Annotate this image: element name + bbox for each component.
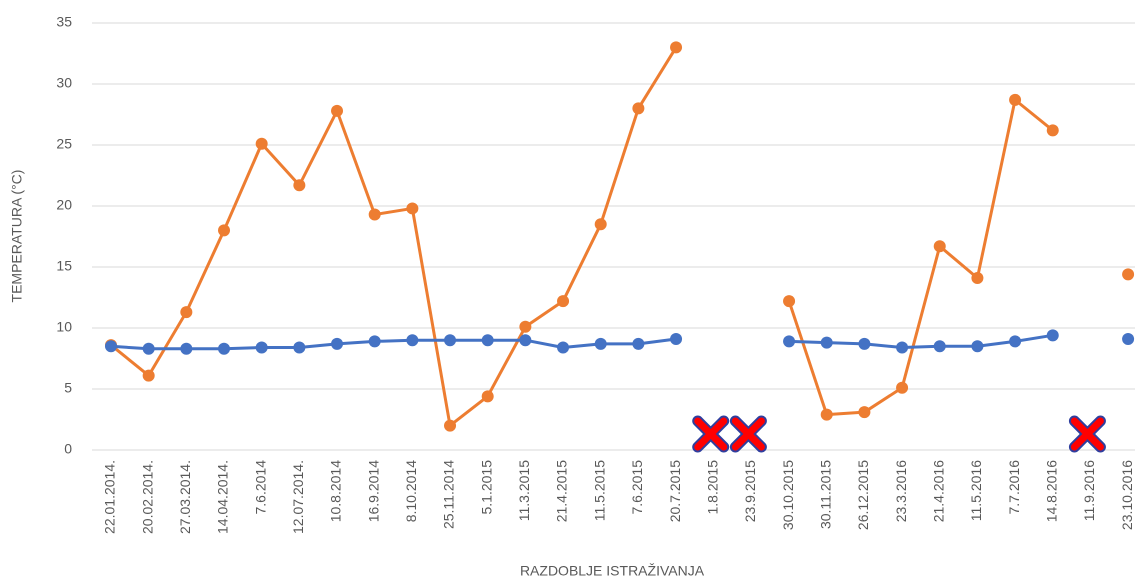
data-point	[406, 202, 419, 215]
y-tick-label: 35	[56, 14, 72, 30]
data-point	[180, 342, 193, 355]
data-point	[820, 408, 833, 421]
y-tick-label: 10	[56, 319, 72, 335]
data-point	[858, 406, 871, 419]
x-tick-label: 8.10.2014	[403, 460, 419, 522]
x-tick-label: 5.1.2015	[478, 460, 494, 515]
x-tick-label: 22.01.2014.	[102, 460, 118, 534]
data-point	[218, 224, 231, 237]
x-tick-label: 10.8.2014	[328, 460, 344, 522]
x-tick-label: 27.03.2014.	[177, 460, 193, 534]
y-tick-label: 15	[56, 258, 72, 274]
x-tick-label: 16.9.2014	[365, 460, 381, 522]
x-tick-label: 25.11.2014	[441, 460, 457, 529]
data-point	[933, 340, 946, 353]
data-point	[557, 295, 570, 308]
x-axis-title: RAZDOBLJE ISTRAŽIVANJA	[520, 563, 705, 579]
data-point	[519, 320, 532, 333]
series-line	[111, 47, 1128, 425]
data-point	[180, 306, 193, 319]
data-point	[858, 337, 871, 350]
data-point	[971, 271, 984, 284]
data-point	[331, 104, 344, 117]
data-point	[1046, 124, 1059, 137]
x-tick-label: 11.5.2015	[591, 460, 607, 521]
y-tick-label: 5	[64, 380, 72, 396]
data-point	[1122, 332, 1135, 345]
data-point	[783, 335, 796, 348]
data-point	[255, 137, 268, 150]
y-tick-label: 30	[56, 75, 72, 91]
x-tick-label: 7.6.2014	[252, 460, 268, 515]
data-point	[142, 369, 155, 382]
data-point	[896, 341, 909, 354]
data-point	[783, 295, 796, 308]
y-tick-label: 0	[64, 441, 72, 457]
data-point	[594, 218, 607, 231]
y-tick-label: 25	[56, 136, 72, 152]
data-point	[444, 419, 457, 432]
data-point	[293, 179, 306, 192]
data-point	[557, 341, 570, 354]
data-point	[331, 337, 344, 350]
x-tick-label: 21.4.2016	[930, 460, 946, 522]
data-point	[481, 390, 494, 403]
data-point	[933, 240, 946, 253]
missing-marker	[731, 417, 765, 451]
x-tick-label: 30.11.2015	[817, 460, 833, 529]
x-tick-label: 20.02.2014.	[139, 460, 155, 534]
missing-marker	[1070, 417, 1104, 451]
x-tick-label: 23.3.2016	[893, 460, 909, 522]
data-point	[1122, 268, 1135, 281]
x-tick-label: 30.10.2015	[780, 460, 796, 530]
x-tick-label: 21.4.2015	[554, 460, 570, 522]
x-tick-label: 14.04.2014.	[215, 460, 231, 534]
data-point	[368, 208, 381, 221]
data-point	[1046, 329, 1059, 342]
x-tick-label: 11.3.2015	[516, 460, 532, 521]
data-point	[368, 335, 381, 348]
x-tick-label: 20.7.2015	[667, 460, 683, 522]
data-point	[406, 334, 419, 347]
data-point	[1009, 335, 1022, 348]
data-point	[444, 334, 457, 347]
x-tick-label: 11.9.2016	[1081, 460, 1097, 521]
data-point	[594, 337, 607, 350]
data-point	[896, 381, 909, 394]
x-tick-label: 14.8.2016	[1043, 460, 1059, 522]
y-axis-title: TEMPERATURA (°C)	[9, 170, 25, 303]
x-tick-label: 12.07.2014.	[290, 460, 306, 534]
data-point	[632, 337, 645, 350]
data-point	[971, 340, 984, 353]
data-point	[293, 341, 306, 354]
x-tick-label: 26.12.2015	[855, 460, 871, 530]
x-tick-label: 7.6.2015	[629, 460, 645, 515]
data-point	[670, 41, 683, 54]
x-tick-label: 7.7.2016	[1006, 460, 1022, 515]
data-point	[632, 102, 645, 115]
data-point	[255, 341, 268, 354]
missing-marker	[694, 417, 728, 451]
data-point	[820, 336, 833, 349]
data-point	[1009, 93, 1022, 106]
x-tick-label: 23.10.2016	[1119, 460, 1135, 530]
data-point	[105, 340, 117, 353]
x-tick-label: 11.5.2016	[968, 460, 984, 521]
data-point	[218, 342, 231, 355]
data-point	[142, 342, 155, 355]
data-point	[481, 334, 494, 347]
x-tick-label: 23.9.2015	[742, 460, 758, 522]
data-point	[519, 334, 532, 347]
data-point	[670, 332, 683, 345]
x-tick-label: 1.8.2015	[704, 460, 720, 515]
y-tick-label: 20	[56, 197, 72, 213]
